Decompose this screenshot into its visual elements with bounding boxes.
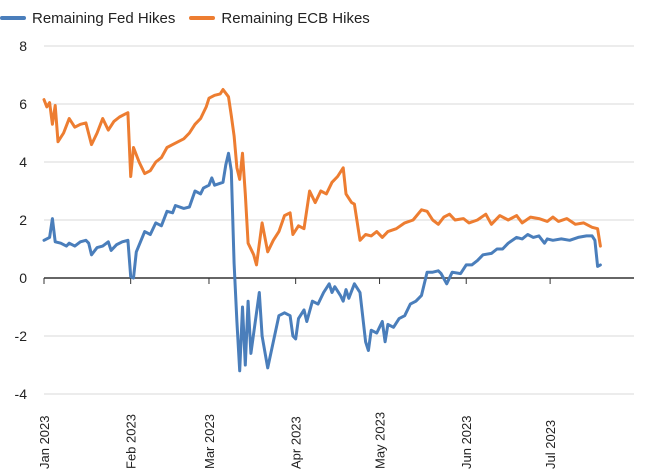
- y-tick-label: 8: [19, 38, 27, 54]
- legend-item-fed[interactable]: Remaining Fed Hikes: [0, 10, 175, 27]
- legend-swatch-ecb: [189, 16, 216, 20]
- x-tick-label: Feb 2023: [124, 414, 139, 469]
- x-tick-label: Jun 2023: [459, 416, 474, 470]
- legend-label-fed: Remaining Fed Hikes: [32, 9, 176, 27]
- legend-label-ecb: Remaining ECB Hikes: [221, 9, 370, 27]
- y-tick-label: 0: [19, 270, 27, 286]
- x-tick-label: Mar 2023: [202, 414, 217, 469]
- x-tick-label: Jul 2023: [543, 420, 558, 469]
- y-tick-label: 6: [19, 96, 27, 112]
- x-tick-label: May 2023: [373, 412, 388, 469]
- x-tick-label: Jan 2023: [37, 416, 52, 470]
- y-tick-label: 2: [19, 212, 27, 228]
- y-tick-label: -2: [15, 328, 28, 344]
- y-tick-label: 4: [19, 154, 27, 170]
- chart-legend: Remaining Fed Hikes Remaining ECB Hikes: [0, 4, 370, 32]
- legend-swatch-fed: [0, 16, 26, 20]
- x-tick-label: Apr 2023: [289, 416, 304, 469]
- series-line-ecb: [42, 88, 602, 267]
- legend-item-ecb[interactable]: Remaining ECB Hikes: [189, 9, 370, 27]
- series-line-fed: [42, 151, 602, 373]
- y-tick-label: -4: [15, 386, 28, 402]
